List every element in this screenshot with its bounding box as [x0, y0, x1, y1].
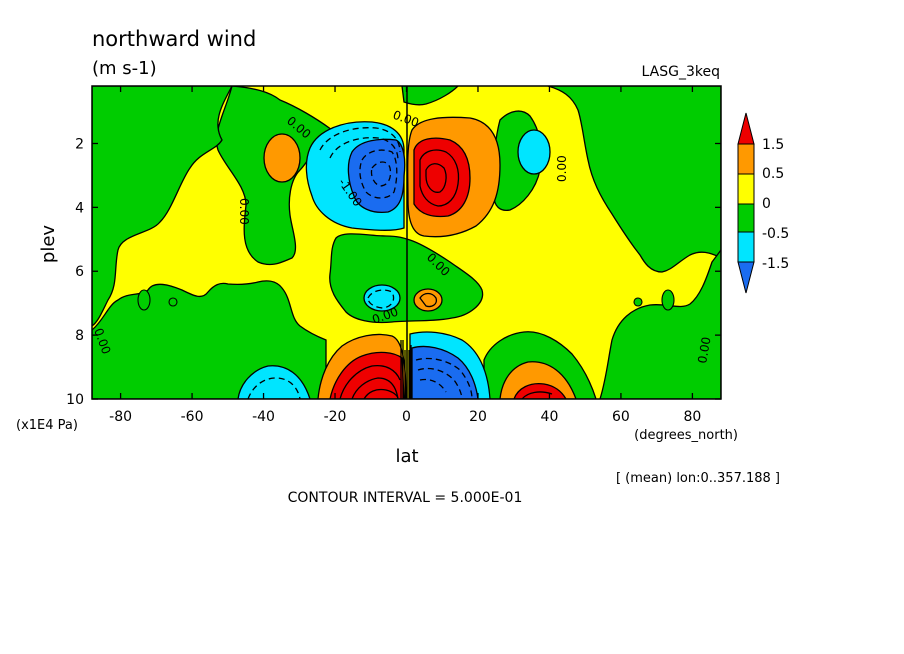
green-region-right-outer — [599, 248, 721, 399]
colorbar-label: 1.5 — [762, 137, 784, 153]
green-region-left — [92, 86, 334, 266]
colorbar-label: -0.5 — [762, 226, 789, 242]
plot-area: 0.00 0.00 0.00 -1.00 0.00 0.00 0.00 0.00… — [92, 86, 721, 399]
chart-title: northward wind — [92, 27, 256, 51]
x-tick-label: 80 — [683, 409, 701, 425]
orange-region-left — [263, 133, 301, 183]
x-axis: -80 -60 -40 -20 0 20 40 60 80 — [109, 86, 701, 425]
x-axis-units: (degrees_north) — [634, 428, 738, 443]
positive-contours — [339, 149, 553, 399]
cyan-region-lower-left — [237, 365, 311, 399]
contour-label: 0.00 — [695, 336, 713, 365]
y-tick-label: 10 — [66, 392, 84, 408]
contour-interval: CONTOUR INTERVAL = 5.000E-01 — [288, 490, 523, 506]
colorbar-top-arrow — [737, 112, 755, 145]
x-tick-label: 20 — [469, 409, 487, 425]
green-region-left-outer — [92, 86, 233, 327]
x-tick-label: 0 — [402, 409, 411, 425]
y-axis: 2 4 6 8 10 — [66, 136, 721, 408]
x-tick-label: -60 — [181, 409, 204, 425]
y-axis-label: plev — [38, 225, 59, 264]
y-tick-label: 6 — [75, 264, 84, 280]
colorbar-segment-yellow — [737, 173, 755, 205]
negative-contours — [247, 127, 473, 399]
colorbar-segment-cyan — [737, 231, 755, 263]
colorbar: 1.5 0.5 0 -0.5 -1.5 — [737, 112, 789, 294]
contour-label: 0.00 — [237, 198, 251, 225]
colorbar-segment-green — [737, 203, 755, 233]
red-region-lower-left — [329, 351, 405, 399]
averaging-note: [ (mean) lon:0..357.188 ] — [616, 471, 780, 486]
blue-region-upper-left — [347, 138, 406, 214]
orange-region-mid-right — [413, 288, 443, 312]
green-island — [168, 297, 178, 307]
y-tick-label: 4 — [75, 200, 84, 216]
colorbar-label: 0 — [762, 196, 771, 212]
x-tick-label: -20 — [324, 409, 347, 425]
x-tick-label: 60 — [612, 409, 630, 425]
cyan-region-right — [517, 129, 551, 175]
green-island — [661, 289, 675, 311]
contour-label: 0.00 — [555, 155, 569, 182]
chart-units: (m s-1) — [92, 58, 157, 79]
red-region-upper-right — [413, 137, 471, 218]
colorbar-segment-orange — [737, 143, 755, 175]
y-tick-label: 8 — [75, 328, 84, 344]
green-region-center-top — [401, 86, 459, 106]
green-island — [137, 289, 151, 311]
x-tick-label: 40 — [541, 409, 559, 425]
blue-region-lower-right — [411, 345, 479, 399]
green-island — [633, 297, 643, 307]
colorbar-bottom-arrow — [737, 261, 755, 294]
colorbar-label: 0.5 — [762, 166, 784, 182]
y-tick-label: 2 — [75, 136, 84, 152]
y-axis-units: (x1E4 Pa) — [16, 418, 78, 433]
x-axis-label: lat — [395, 446, 418, 467]
colorbar-label: -1.5 — [762, 256, 789, 272]
dataset-label: LASG_3keq — [642, 64, 720, 80]
x-tick-label: -80 — [109, 409, 132, 425]
x-tick-label: -40 — [252, 409, 275, 425]
